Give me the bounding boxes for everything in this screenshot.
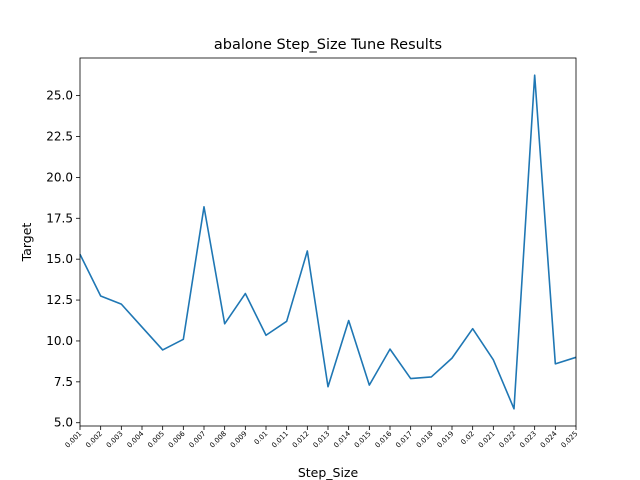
y-tick-label: 10.0 bbox=[46, 334, 73, 348]
data-point bbox=[327, 386, 329, 388]
data-point bbox=[348, 320, 350, 322]
data-point bbox=[141, 326, 143, 328]
y-tick-label: 20.0 bbox=[46, 170, 73, 184]
y-tick-label: 12.5 bbox=[46, 293, 73, 307]
data-point bbox=[389, 348, 391, 350]
data-point bbox=[369, 384, 371, 386]
data-point bbox=[183, 339, 185, 341]
y-tick-label: 25.0 bbox=[46, 89, 73, 103]
y-tick-label: 15.0 bbox=[46, 252, 73, 266]
data-point bbox=[286, 321, 288, 323]
data-point bbox=[493, 359, 495, 361]
data-point bbox=[100, 295, 102, 297]
data-point bbox=[224, 323, 226, 325]
data-point bbox=[203, 206, 205, 208]
data-point bbox=[121, 303, 123, 305]
data-point bbox=[265, 334, 267, 336]
data-point bbox=[555, 363, 557, 365]
y-tick-label: 22.5 bbox=[46, 130, 73, 144]
data-point bbox=[245, 293, 247, 295]
data-point bbox=[162, 349, 164, 351]
y-tick-label: 5.0 bbox=[54, 416, 73, 430]
data-point bbox=[431, 376, 433, 378]
data-point bbox=[410, 378, 412, 380]
data-point bbox=[513, 408, 515, 410]
x-axis-label: Step_Size bbox=[298, 465, 359, 480]
y-tick-label: 17.5 bbox=[46, 211, 73, 225]
series-line-0 bbox=[79, 74, 577, 410]
y-tick-label: 7.5 bbox=[54, 375, 73, 389]
data-point bbox=[307, 250, 309, 252]
data-point bbox=[451, 357, 453, 359]
chart-title: abalone Step_Size Tune Results bbox=[214, 37, 442, 53]
y-axis-label: Target bbox=[19, 223, 34, 263]
data-point bbox=[472, 328, 474, 330]
data-point bbox=[534, 74, 536, 76]
